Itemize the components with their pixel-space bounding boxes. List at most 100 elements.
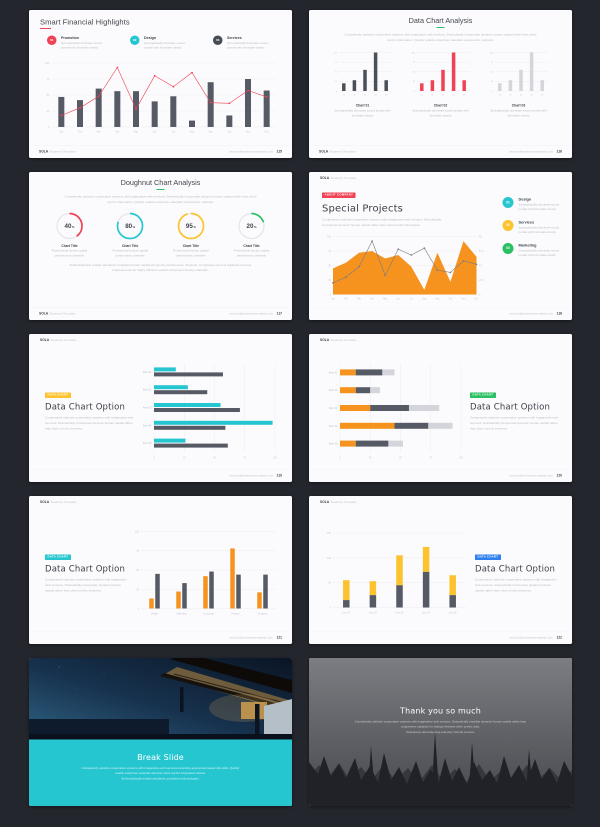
svg-text:Apr: Apr: [370, 297, 374, 300]
svg-text:Sep: Sep: [435, 298, 440, 300]
slide-thumbnail-6[interactable]: SOLA Business Template 0 25 50 75 100 Item 01 I…: [308, 334, 572, 482]
mini-bar-chart: 0 25 50 75 100 01 02 03 04 05: [489, 52, 547, 97]
slide-footer: www.solabusinesstemplate.com 120: [308, 469, 572, 482]
stacked-horizontal-bar-chart: 0 25 50 75 100 Item 01 Item 02 Item 03 Item 04 It…: [328, 363, 463, 460]
slide-thumbnail-2[interactable]: Data Chart Analysis Competently optimize…: [308, 10, 572, 158]
slide-thumbnail-7[interactable]: SOLA Business Template DATA CHART Data Ch…: [28, 496, 292, 644]
slide-thumbnail-3[interactable]: Doughnut Chart Analysis Competently opti…: [28, 172, 292, 320]
thank-you-block: Thank you so much Competently optimize c…: [309, 706, 572, 734]
mini-chart-block: 0 25 50 75 100 01 02 03 04 05 Chart 01 Synergisti…: [325, 50, 400, 119]
slide-2-data-chart-analysis: Data Chart Analysis Competently optimize…: [308, 10, 572, 158]
svg-text:25: 25: [328, 279, 331, 282]
stacked-bar-chart: 0 50 100 150 Item 01 Item 02 Item 03 Item 04 Ite…: [327, 532, 466, 614]
svg-text:Feb: Feb: [77, 130, 82, 133]
svg-text:Item 01: Item 01: [328, 370, 337, 374]
svg-text:22.5: 22.5: [479, 279, 484, 282]
svg-text:100: 100: [45, 61, 50, 65]
slide-9-break-slide: Break Slide Competently optimize coopera…: [28, 658, 292, 806]
svg-text:Mar: Mar: [96, 130, 100, 133]
page-number: 120: [555, 474, 562, 478]
slide-thumbnail-4[interactable]: SOLA Business Template ABOUT COMPANY Spec…: [308, 172, 572, 320]
slide-6-data-chart-option: SOLA Business Template 0 25 50 75 100 Item 01 I…: [308, 334, 572, 482]
svg-text:Jun: Jun: [152, 130, 157, 133]
legend-item: 02 Design Synergistically dominate sound…: [129, 35, 198, 51]
legend-item: 01 Design Synergistically dominate sound…: [502, 197, 560, 212]
slide-blurb: Competently optimize cooperative systems…: [44, 578, 127, 593]
legend-label: Services: [226, 35, 242, 41]
svg-text:67.5: 67.5: [479, 250, 484, 253]
svg-text:0: 0: [329, 293, 331, 296]
svg-text:75: 75: [412, 62, 415, 64]
donut-label: Chart Title: [60, 244, 78, 249]
legend-blurb: Synergistically dominate sound portals w…: [143, 42, 185, 50]
svg-text:Jul: Jul: [409, 298, 412, 300]
legend-blurb: Synergistically dominate sound portals w…: [518, 249, 559, 258]
svg-text:Apr: Apr: [115, 130, 119, 133]
donut-value: 20%: [246, 222, 256, 230]
legend-item: 03 Marketing Synergistically dominate so…: [502, 242, 560, 258]
legend-row: 01 Promotion Synergistically dominate so…: [46, 35, 281, 51]
donut-blurb: Professional human capital performance c…: [172, 249, 209, 258]
grouped-bar-chart: 0 25 50 75 100 Design Marketing Consulting Finan…: [135, 531, 276, 616]
slide-thumbnail-1[interactable]: Smart Financial Highlights 01 Promotion …: [28, 10, 292, 158]
legend-number-badge: 03: [502, 242, 513, 254]
svg-text:Item 02: Item 02: [142, 388, 151, 392]
svg-text:Nov: Nov: [461, 298, 466, 300]
svg-text:Item 04: Item 04: [422, 611, 430, 614]
svg-text:25: 25: [412, 81, 415, 83]
slide-blurb: Competently optimize cooperative systems…: [321, 218, 441, 227]
svg-text:75: 75: [328, 250, 331, 253]
svg-text:Item 02: Item 02: [328, 388, 337, 392]
legend-label: Services: [518, 219, 534, 225]
slide-thumbnail-8[interactable]: SOLA Business Template 0 50 100 150 Item 01 It…: [308, 496, 572, 644]
slide-footer: www.solabusinesstemplate.com 118: [308, 307, 572, 320]
svg-text:01: 01: [498, 95, 501, 97]
slide-thumbnail-5[interactable]: SOLA Business Template DATA CHART Data Ch…: [28, 334, 292, 482]
horizontal-bar-chart: 0 25 50 75 100 Item 01 Item 02 Item 03 Item 04 It…: [142, 363, 277, 460]
break-band: Break Slide Competently optimize coopera…: [28, 739, 292, 806]
svg-text:75: 75: [490, 62, 493, 64]
svg-text:90: 90: [479, 235, 482, 238]
mini-bar-chart: 0 25 50 75 100 01 02 03 04 05: [411, 52, 469, 97]
svg-text:75: 75: [334, 62, 337, 64]
svg-text:Aug: Aug: [189, 130, 194, 133]
slide-10-thank-you: Thank you so much Competently optimize c…: [308, 658, 572, 806]
svg-text:50: 50: [136, 569, 139, 572]
section-badge: DATA CHART: [44, 392, 71, 398]
slide-title: Thank you so much: [399, 706, 481, 716]
footer-right: www.solabusinesstemplate.com 115: [228, 150, 282, 154]
title-underline: [156, 189, 164, 190]
legend-blurb: Synergistically dominate sound portals w…: [60, 42, 102, 50]
slide-footer: www.solabusinesstemplate.com 119: [28, 469, 292, 482]
svg-text:03: 03: [441, 95, 444, 97]
donut-label: Chart Title: [182, 244, 199, 249]
svg-text:Aug: Aug: [422, 297, 427, 300]
svg-text:May: May: [133, 130, 138, 133]
svg-text:Jan: Jan: [59, 130, 64, 133]
legend-blurb: Synergistically dominate sound portals w…: [518, 203, 559, 212]
slide-blurb: Competently optimize cooperative systems…: [474, 578, 557, 593]
svg-text:75: 75: [136, 550, 139, 553]
svg-text:02: 02: [431, 95, 434, 97]
svg-text:150: 150: [327, 532, 332, 535]
svg-text:75: 75: [46, 77, 49, 81]
slide-header: SOLA Business Template: [39, 338, 77, 343]
title-underline: [436, 27, 444, 28]
svg-text:50: 50: [328, 264, 331, 267]
donut-chart: [55, 212, 83, 240]
page-number: 117: [276, 312, 282, 316]
svg-text:0: 0: [413, 91, 415, 93]
slide-blurb: Competently optimize cooperative systems…: [81, 767, 239, 776]
slide-thumbnail-10[interactable]: Thank you so much Competently optimize c…: [308, 658, 572, 806]
slide-1-smart-financial-highlights: Smart Financial Highlights 01 Promotion …: [28, 10, 292, 158]
legend-number-badge: 02: [502, 219, 513, 231]
legend-column: 01 Design Synergistically dominate sound…: [494, 189, 560, 304]
svg-text:03: 03: [363, 95, 366, 97]
donut-row: 40% Chart Title Professional human capit…: [41, 211, 280, 258]
svg-text:25: 25: [46, 109, 49, 113]
legend-number-badge: 02: [129, 35, 139, 45]
svg-text:25: 25: [136, 588, 139, 591]
slide-thumbnail-9[interactable]: Break Slide Competently optimize coopera…: [28, 658, 292, 806]
svg-text:Dec: Dec: [474, 298, 479, 300]
svg-text:Item 03: Item 03: [142, 406, 151, 410]
